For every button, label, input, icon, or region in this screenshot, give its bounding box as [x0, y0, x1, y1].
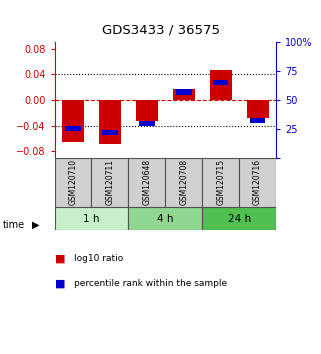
Text: percentile rank within the sample: percentile rank within the sample: [74, 279, 227, 288]
Text: time: time: [3, 220, 25, 230]
FancyBboxPatch shape: [202, 158, 239, 207]
Bar: [65, 126, 81, 131]
Text: ■: ■: [55, 253, 65, 263]
Text: GSM120715: GSM120715: [216, 159, 225, 205]
Text: log10 ratio: log10 ratio: [74, 254, 123, 263]
Text: ■: ■: [55, 278, 65, 288]
FancyBboxPatch shape: [91, 158, 128, 207]
FancyBboxPatch shape: [165, 158, 202, 207]
Text: GSM120711: GSM120711: [105, 159, 115, 205]
FancyBboxPatch shape: [55, 158, 91, 207]
Bar: [176, 90, 192, 95]
Text: GDS3433 / 36575: GDS3433 / 36575: [101, 23, 220, 36]
Text: 4 h: 4 h: [157, 213, 174, 224]
Text: GSM120708: GSM120708: [179, 159, 188, 205]
Bar: [139, 121, 155, 126]
Bar: [62, 100, 84, 142]
FancyBboxPatch shape: [128, 207, 202, 230]
Bar: [210, 70, 232, 100]
Text: 1 h: 1 h: [83, 213, 100, 224]
Bar: [250, 118, 265, 124]
Text: ▶: ▶: [32, 220, 39, 230]
Text: GSM120710: GSM120710: [68, 159, 78, 205]
Text: GSM120716: GSM120716: [253, 159, 262, 205]
FancyBboxPatch shape: [55, 207, 128, 230]
Bar: [247, 100, 269, 118]
Bar: [102, 130, 118, 135]
FancyBboxPatch shape: [128, 158, 165, 207]
Bar: [173, 88, 195, 100]
Text: GSM120648: GSM120648: [142, 159, 152, 205]
Bar: [136, 100, 158, 121]
Text: 24 h: 24 h: [228, 213, 251, 224]
FancyBboxPatch shape: [239, 158, 276, 207]
Bar: [99, 100, 121, 144]
FancyBboxPatch shape: [202, 207, 276, 230]
Bar: [213, 80, 229, 85]
